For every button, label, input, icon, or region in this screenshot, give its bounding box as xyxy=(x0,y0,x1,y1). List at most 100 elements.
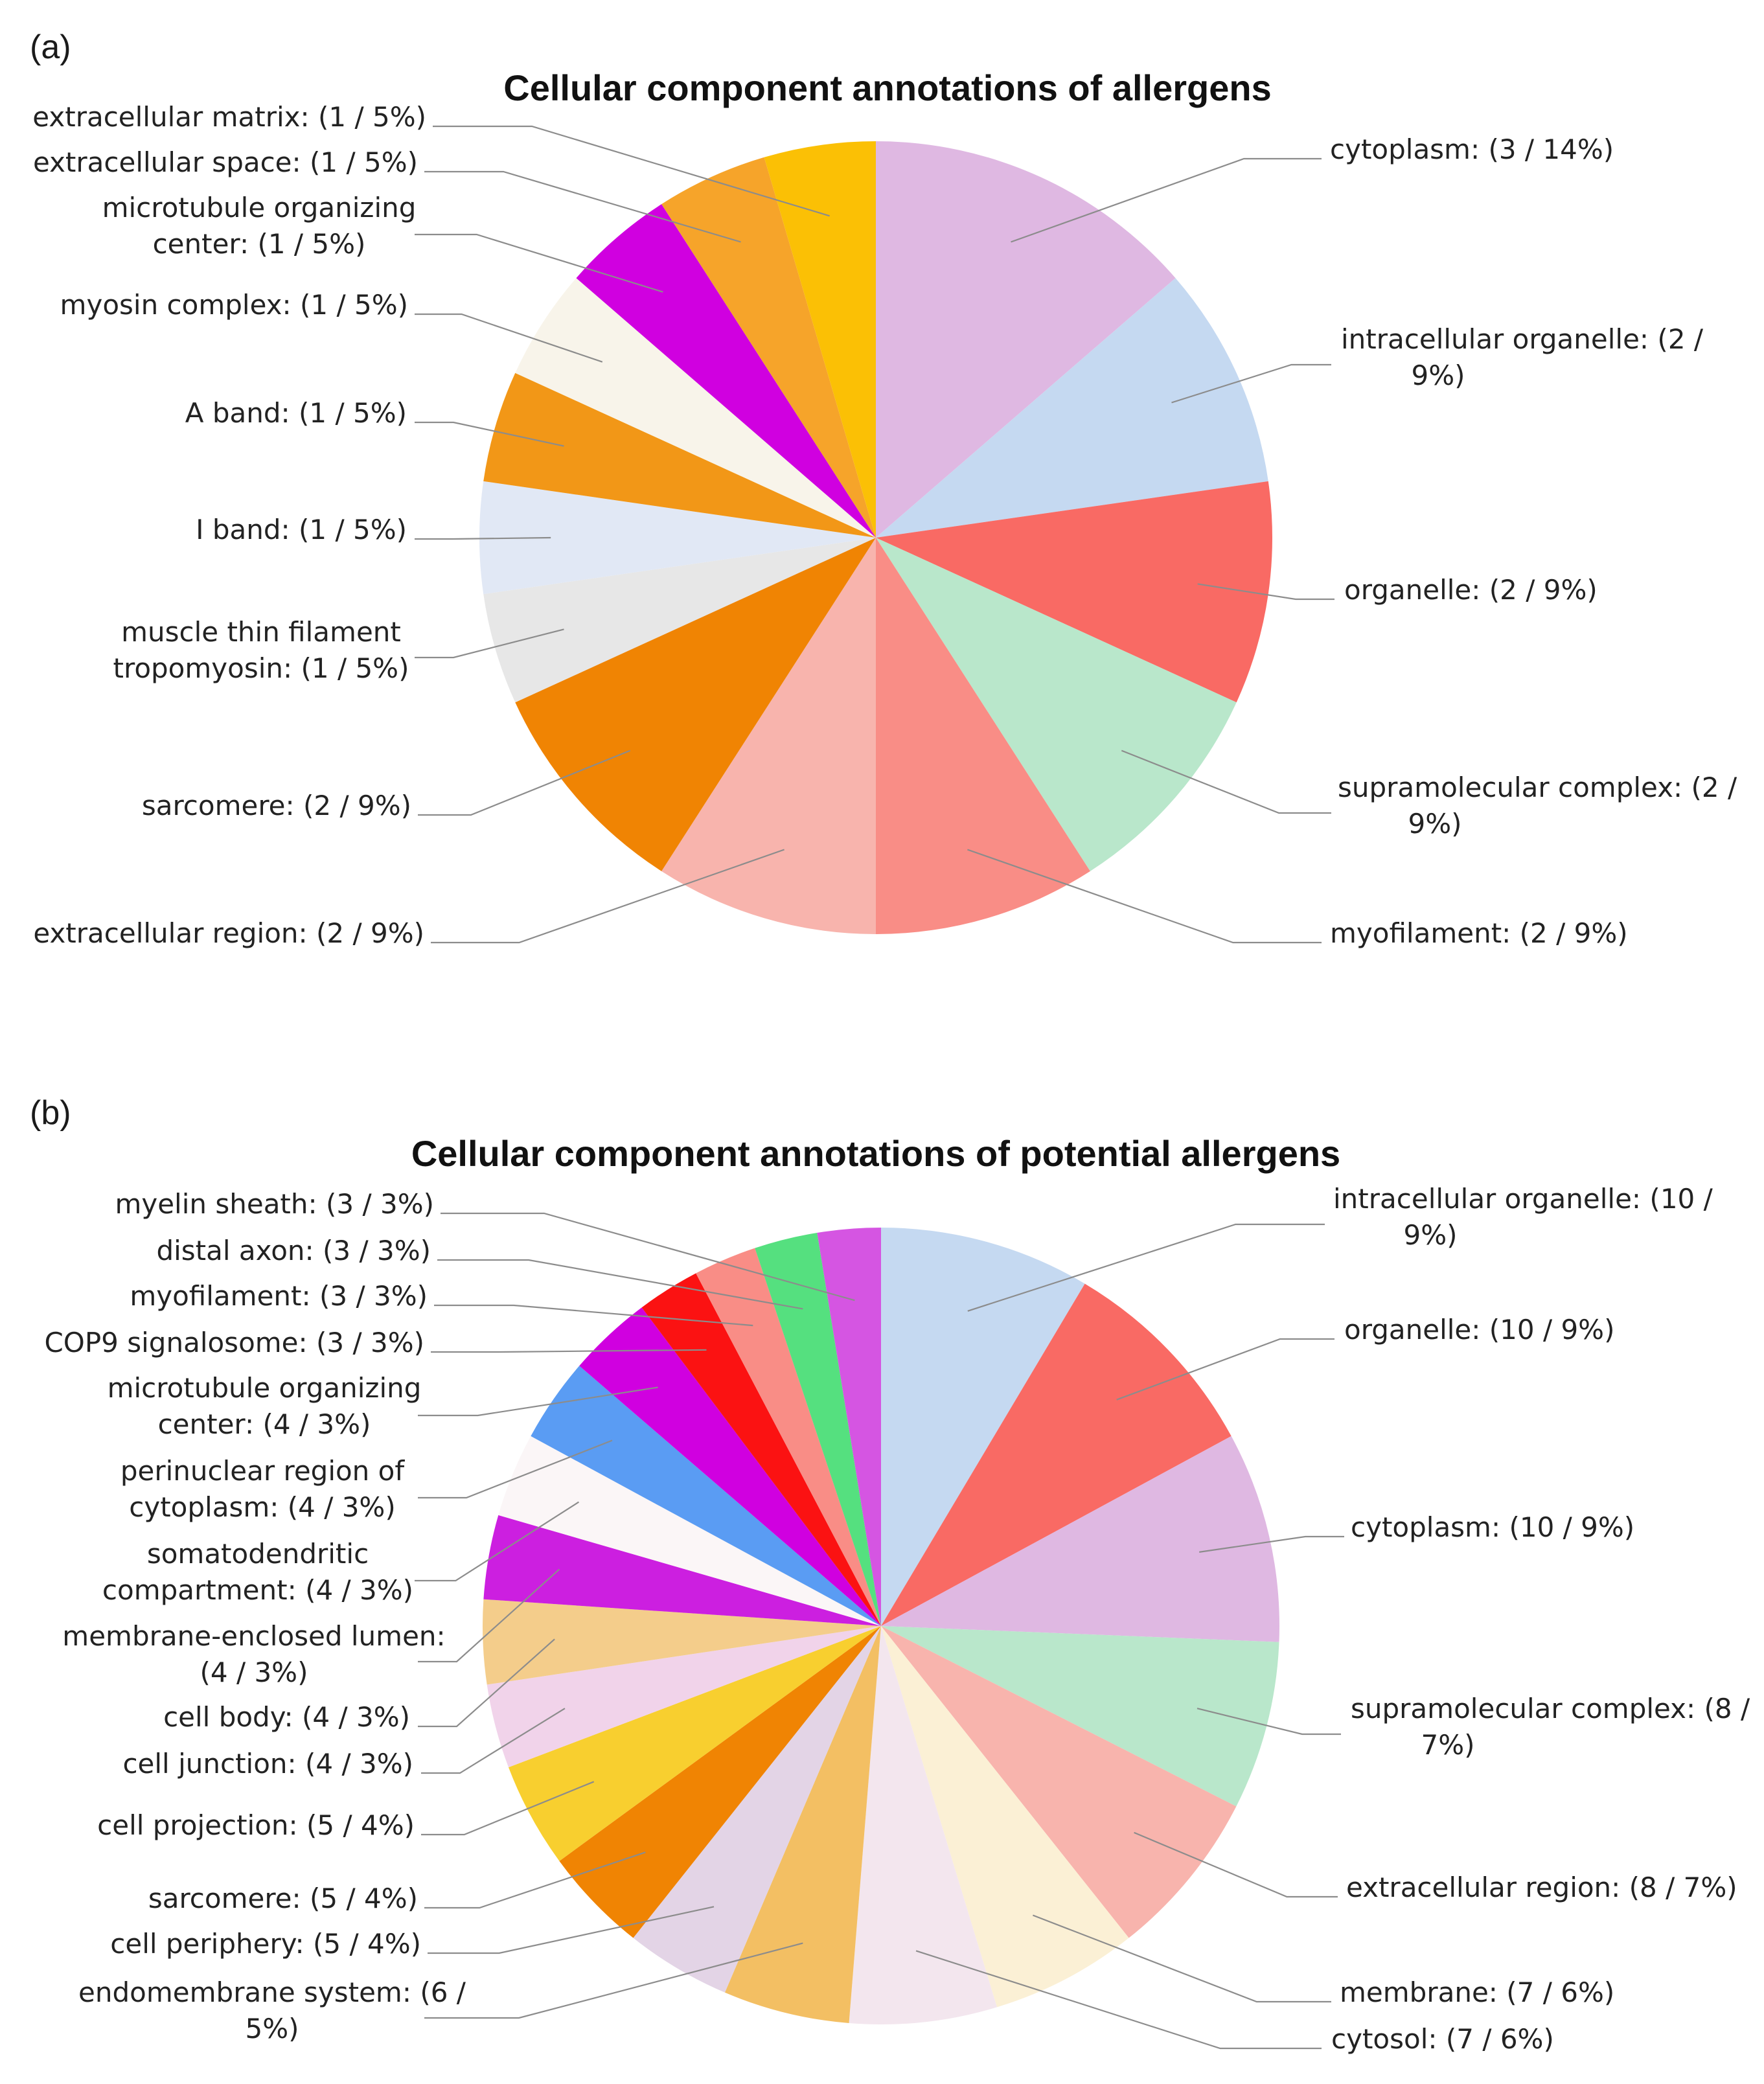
leader-cytoplasm xyxy=(1011,157,1322,243)
label-myosin-complex: myosin complex: (1 / 5%) xyxy=(60,289,408,321)
leader-myofilament xyxy=(967,849,1322,944)
slice-organelle xyxy=(876,481,1272,703)
leader-microtubule-organizing-center xyxy=(415,233,663,293)
panel-b-letter: (b) xyxy=(30,1094,71,1132)
leader-supramolecular-complex xyxy=(1197,1708,1341,1735)
leader-extracellular-region xyxy=(431,849,785,944)
leader-i-band xyxy=(415,536,551,540)
leader-supramolecular-complex xyxy=(1121,750,1331,814)
label-endomembrane-system: endomembrane system: (6 /5%) xyxy=(78,1976,466,2044)
slice-extracellular-region xyxy=(661,538,876,934)
label-membrane: membrane: (7 / 6%) xyxy=(1340,1976,1614,2008)
slice-distal-axon xyxy=(755,1232,881,1626)
slice-perinuclear-region-of-cytoplasm xyxy=(531,1366,881,1626)
slice-myelin-sheath xyxy=(817,1228,881,1626)
leader-membrane xyxy=(1033,1914,1331,2003)
label-extracellular-space: extracellular space: (1 / 5%) xyxy=(33,146,418,178)
label-perinuclear-region-of-cytoplasm: perinuclear region of cytoplasm: (4 / 3%) xyxy=(120,1455,406,1523)
label-cell-periphery: cell periphery: (5 / 4%) xyxy=(110,1928,421,1960)
panel-b-title: Cellular component annotations of potent… xyxy=(411,1133,1340,1174)
slice-extracellular-space xyxy=(661,157,876,538)
label-a-band: A band: (1 / 5%) xyxy=(185,397,407,429)
slice-labels: intracellular organelle: (10 /9%) organel… xyxy=(44,1183,1750,2055)
leader-endomembrane-system xyxy=(424,1942,803,2019)
label-cytoplasm: cytoplasm: (10 / 9%) xyxy=(1351,1511,1634,1543)
pie-slices xyxy=(479,141,1272,934)
leader-cell-junction xyxy=(421,1708,566,1774)
label-myofilament: myofilament: (3 / 3%) xyxy=(130,1280,428,1312)
slice-cop9-signalosome xyxy=(641,1273,881,1626)
slice-extracellular-region xyxy=(881,1626,1237,1938)
leader-lines xyxy=(415,125,1334,944)
label-cell-projection: cell projection: (5 / 4%) xyxy=(97,1809,415,1841)
pie-chart-a: cytoplasm: (3 / 14%) intracellular organe… xyxy=(32,101,1737,949)
slice-cell-projection xyxy=(508,1626,881,1861)
label-intracellular-organelle: intracellular organelle: (10 /9%) xyxy=(1333,1183,1713,1251)
slice-organelle xyxy=(881,1283,1231,1626)
pie-slices xyxy=(483,1228,1279,2025)
leader-lines xyxy=(415,1212,1344,2050)
label-supramolecular-complex: supramolecular complex: (2 /9%) xyxy=(1338,772,1737,840)
leader-cytoplasm xyxy=(1199,1535,1344,1553)
leader-muscle-thin-filament-tropomyosin xyxy=(415,628,564,659)
slice-cytoplasm xyxy=(876,141,1176,538)
label-microtubule-organizing-center: microtubule organizing center: (4 / 3%) xyxy=(108,1372,422,1440)
leader-extracellular-space xyxy=(424,170,741,243)
slice-supramolecular-complex xyxy=(876,538,1237,871)
leader-cell-projection xyxy=(421,1781,595,1836)
label-intracellular-organelle: intracellular organelle: (2 /9%) xyxy=(1341,323,1704,391)
leader-intracellular-organelle xyxy=(1171,363,1331,404)
leader-distal-axon xyxy=(437,1259,803,1310)
leader-intracellular-organelle xyxy=(967,1223,1325,1312)
label-extracellular-region: extracellular region: (8 / 7%) xyxy=(1346,1872,1737,1903)
slice-microtubule-organizing-center xyxy=(579,1307,881,1626)
label-cop9-signalosome: COP9 signalosome: (3 / 3%) xyxy=(44,1327,424,1358)
slice-somatodendritic-compartment xyxy=(498,1436,881,1626)
label-myelin-sheath: myelin sheath: (3 / 3%) xyxy=(115,1188,434,1220)
leader-cell-periphery xyxy=(428,1906,715,1954)
label-myofilament: myofilament: (2 / 9%) xyxy=(1330,917,1628,949)
label-cell-body: cell body: (4 / 3%) xyxy=(163,1701,410,1733)
leader-myosin-complex xyxy=(415,313,603,363)
slice-supramolecular-complex xyxy=(881,1626,1279,1807)
slice-cell-junction xyxy=(487,1626,881,1768)
label-cytosol: cytosol: (7 / 6%) xyxy=(1331,2023,1554,2055)
slice-cytosol xyxy=(849,1626,998,2025)
label-extracellular-region: extracellular region: (2 / 9%) xyxy=(33,917,424,949)
pie-chart-b: intracellular organelle: (10 /9%) organel… xyxy=(44,1183,1750,2055)
label-membrane-enclosed-lumen: membrane-enclosed lumen: (4 / 3%) xyxy=(62,1620,445,1688)
leader-sarcomere xyxy=(424,1851,646,1909)
label-organelle: organelle: (2 / 9%) xyxy=(1344,574,1598,606)
leader-extracellular-region xyxy=(1134,1831,1338,1898)
panel-a-title: Cellular component annotations of allerg… xyxy=(503,67,1272,108)
label-sarcomere: sarcomere: (5 / 4%) xyxy=(148,1883,418,1914)
label-cytoplasm: cytoplasm: (3 / 14%) xyxy=(1330,133,1614,165)
leader-somatodendritic-compartment xyxy=(415,1501,579,1582)
leader-microtubule-organizing-center xyxy=(418,1386,658,1417)
slice-sarcomere xyxy=(559,1626,881,1938)
slice-intracellular-organelle xyxy=(881,1228,1085,1626)
slice-i-band xyxy=(479,481,876,595)
slice-myofilament xyxy=(696,1248,881,1626)
slice-endomembrane-system xyxy=(724,1626,881,2024)
leader-membrane-enclosed-lumen xyxy=(418,1568,560,1663)
label-supramolecular-complex: supramolecular complex: (8 /7%) xyxy=(1351,1693,1750,1761)
leader-cytosol xyxy=(915,1950,1322,2050)
slice-sarcomere xyxy=(515,538,876,871)
label-somatodendritic-compartment: somatodendritic compartment: (4 / 3%) xyxy=(102,1538,413,1606)
slice-cell-body xyxy=(483,1599,881,1685)
leader-a-band xyxy=(415,421,564,447)
label-microtubule-organizing-center: microtubule organizing center: (1 / 5%) xyxy=(102,192,417,260)
slice-intracellular-organelle xyxy=(876,278,1268,538)
leader-myofilament xyxy=(434,1304,753,1327)
label-i-band: I band: (1 / 5%) xyxy=(196,514,407,545)
leader-perinuclear-region-of-cytoplasm xyxy=(418,1439,613,1499)
slice-muscle-thin-filament-tropomyosin xyxy=(483,538,876,703)
label-cell-junction: cell junction: (4 / 3%) xyxy=(122,1748,413,1780)
slice-myosin-complex xyxy=(515,278,876,538)
leader-organelle xyxy=(1197,583,1334,601)
slice-a-band xyxy=(483,372,876,538)
label-extracellular-matrix: extracellular matrix: (1 / 5%) xyxy=(32,101,426,133)
slice-myofilament xyxy=(876,538,1090,934)
